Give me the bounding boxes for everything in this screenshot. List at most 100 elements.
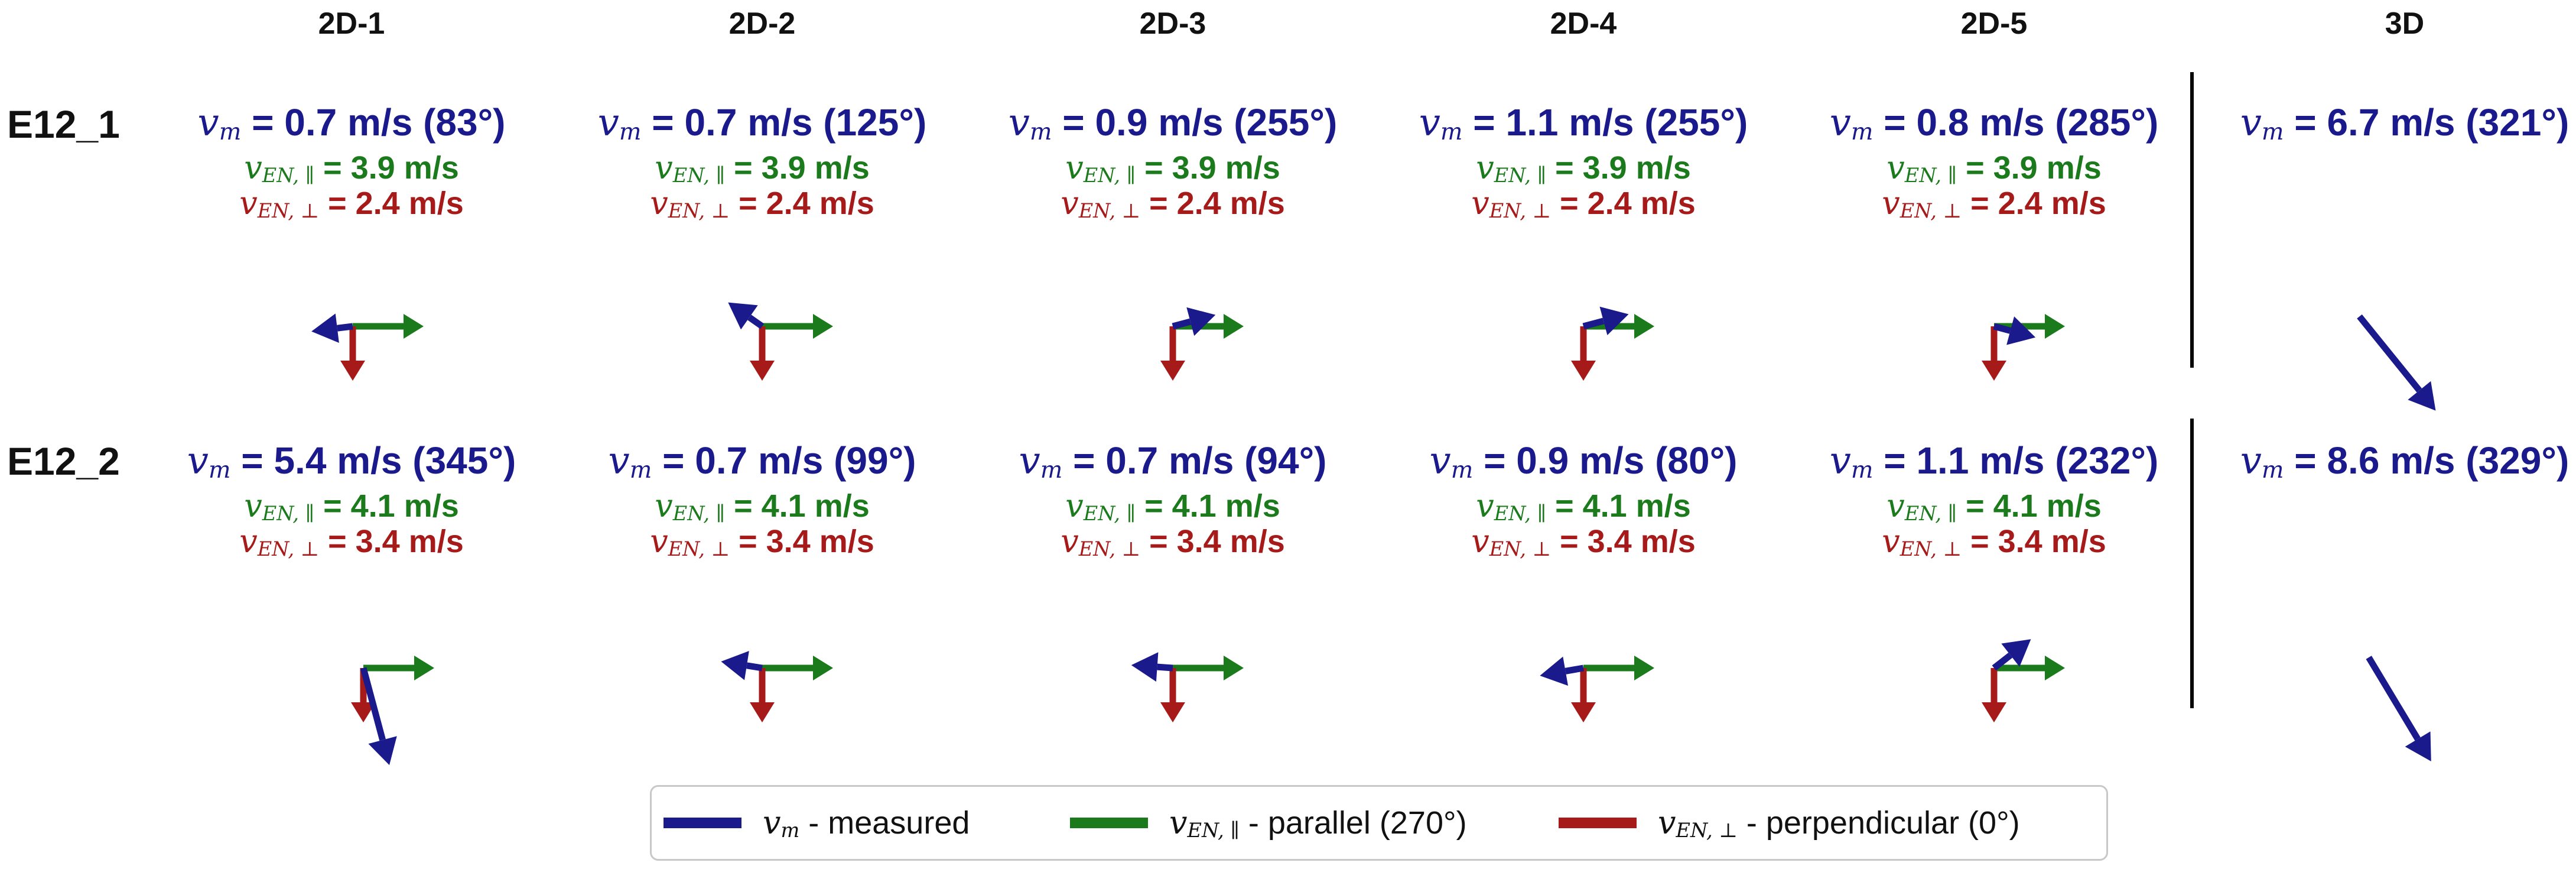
vector-glyph-r2-c1 <box>351 656 434 766</box>
vector-glyph-r2-c4-measured-arrow-head <box>1540 656 1569 686</box>
vector-glyph-r1-c2-perpendicular-arrow-head <box>750 361 775 381</box>
ven-perpendicular-label-r2-c2: vEN, ⊥ = 3.4 m/s <box>650 523 874 561</box>
vector-glyph-r1-c4 <box>1571 306 1654 381</box>
vector-glyph-r1-c5-parallel-arrow-head <box>2045 314 2065 339</box>
vector-glyph-r2-c1-parallel-arrow-head <box>414 656 434 680</box>
column-header-2d-4: 2D-4 <box>1550 7 1617 41</box>
vector-glyph-r2-c5-measured-arrow-head <box>2001 639 2031 667</box>
vector-glyph-r1-c2-parallel-arrow-head <box>813 314 833 339</box>
ven-perpendicular-label-r1-c5: vEN, ⊥ = 2.4 m/s <box>1882 184 2106 223</box>
legend-item-parallel: vEN, ∥ - parallel (270°) <box>1070 787 1467 859</box>
vm-label-r1-c4: vm = 1.1 m/s (255°) <box>1419 101 1748 146</box>
vector-glyph-r2-c1-measured-arrow <box>360 667 397 766</box>
legend-item-perpendicular: vEN, ⊥ - perpendicular (0°) <box>1559 787 2020 859</box>
vector-glyph-r1-c1-parallel-arrow <box>353 314 424 339</box>
vector-glyph-r1-c4-perpendicular-arrow <box>1571 326 1596 381</box>
vector-glyph-r1-c1-measured-arrow <box>311 313 353 343</box>
legend-item-measured: vm - measured <box>663 787 970 859</box>
vector-glyph-r2-c5-parallel-arrow <box>1994 656 2065 680</box>
vector-glyph-r2-3d-measured-arrow-head <box>2405 731 2431 761</box>
vm-label-r2-3d: vm = 8.6 m/s (329°) <box>2240 439 2570 484</box>
vector-glyph-r1-c1-perpendicular-arrow <box>340 326 365 381</box>
vector-glyph-r2-c3-parallel-arrow-head <box>1224 656 1244 680</box>
vector-glyph-r1-c1-perpendicular-arrow-head <box>340 361 365 381</box>
ven-perpendicular-label-r1-c1: vEN, ⊥ = 2.4 m/s <box>239 184 464 223</box>
legend-label-perpendicular: vEN, ⊥ - perpendicular (0°) <box>1658 803 2020 842</box>
vector-glyph-r1-c4-perpendicular-arrow-head <box>1571 361 1596 381</box>
vector-glyph-r2-c4-parallel-arrow-head <box>1634 656 1654 680</box>
vector-glyph-r1-c4-measured-arrow <box>1582 306 1629 336</box>
row-label-e12-2: E12_2 <box>7 439 120 483</box>
vm-label-r2-c5: vm = 1.1 m/s (232°) <box>1829 439 2159 484</box>
vector-glyph-r2-c4-measured-arrow-shaft <box>1565 664 1584 675</box>
vector-glyph-r1-c2-perpendicular-arrow <box>750 326 775 381</box>
vector-glyph-r2-c3-measured-arrow-shaft <box>1157 663 1173 672</box>
vector-glyph-r1-c4-parallel-arrow-head <box>1634 314 1654 339</box>
vm-label-r1-c1: vm = 0.7 m/s (83°) <box>197 101 506 146</box>
divider-line-row-2 <box>2190 419 2194 708</box>
ven-perpendicular-label-r1-c3: vEN, ⊥ = 2.4 m/s <box>1061 184 1285 223</box>
legend: vm - measured vEN, ∥ - parallel (270°) v… <box>650 785 2108 861</box>
row-label-e12-1: E12_1 <box>7 102 120 146</box>
vector-glyph-r1-c5-measured-arrow <box>1993 316 2036 345</box>
divider-line-row-1 <box>2190 72 2194 368</box>
vector-glyph-r2-c3 <box>1131 652 1244 722</box>
vector-glyph-r1-c2-measured-arrow <box>728 302 765 330</box>
ven-parallel-label-r2-c5: vEN, ∥ = 4.1 m/s <box>1887 487 2102 526</box>
vector-glyph-r2-c3-parallel-arrow <box>1173 656 1244 680</box>
vector-glyph-r1-c3-measured-arrow-head <box>1186 307 1216 336</box>
vector-glyph-r2-c3-perpendicular-arrow <box>1160 668 1185 722</box>
vector-glyph-r1-c5-measured-arrow-shaft <box>1993 323 2012 334</box>
ven-perpendicular-label-r2-c1: vEN, ⊥ = 3.4 m/s <box>239 523 464 561</box>
vector-glyph-r1-c4-measured-arrow-shaft <box>1582 317 1605 330</box>
vector-glyph-r2-c4-measured-arrow <box>1540 656 1584 686</box>
vm-label-r1-c2: vm = 0.7 m/s (125°) <box>597 101 927 146</box>
vector-glyph-r1-c3-measured-arrow <box>1172 307 1216 336</box>
vector-glyph-r1-c3-perpendicular-arrow <box>1160 326 1185 381</box>
vector-glyph-r1-c5-perpendicular-arrow <box>1982 326 2006 381</box>
vector-glyph-r2-c4-parallel-arrow <box>1583 656 1654 680</box>
vector-glyph-r2-c4-perpendicular-arrow-head <box>1571 702 1596 722</box>
vector-glyph-r2-c2-parallel-arrow <box>762 656 833 680</box>
ven-parallel-label-r1-c3: vEN, ∥ = 3.9 m/s <box>1065 149 1280 187</box>
vector-glyph-r2-c2 <box>721 651 833 722</box>
vector-glyph-r1-c1 <box>311 313 424 381</box>
ven-perpendicular-label-r1-c2: vEN, ⊥ = 2.4 m/s <box>650 184 874 223</box>
vector-glyph-r1-c3-parallel-arrow-head <box>1224 314 1244 339</box>
vector-glyph-r1-c2 <box>728 302 833 381</box>
vector-glyph-r1-c1-measured-arrow-shaft <box>337 323 353 332</box>
ven-parallel-label-r1-c2: vEN, ∥ = 3.9 m/s <box>655 149 870 187</box>
vector-glyph-r1-c1-measured-arrow-head <box>311 313 339 343</box>
vm-label-r2-c2: vm = 0.7 m/s (99°) <box>608 439 916 484</box>
vector-glyph-r2-c2-perpendicular-arrow-head <box>750 702 775 722</box>
ven-perpendicular-label-r2-c5: vEN, ⊥ = 3.4 m/s <box>1882 523 2106 561</box>
vector-glyph-r2-c2-measured-arrow-shaft <box>746 662 763 672</box>
ven-perpendicular-label-r2-c3: vEN, ⊥ = 3.4 m/s <box>1061 523 1285 561</box>
column-header-2d-2: 2D-2 <box>728 7 796 41</box>
vector-glyph-r2-c5 <box>1982 639 2065 722</box>
vector-glyph-r2-c5-measured-arrow-shaft <box>1992 652 2013 671</box>
column-header-2d-3: 2D-3 <box>1139 7 1206 41</box>
vector-glyph-r1-3d-measured-arrow-shaft <box>2357 314 2422 393</box>
vm-label-r2-c3: vm = 0.7 m/s (94°) <box>1019 439 1327 484</box>
ven-parallel-label-r2-c2: vEN, ∥ = 4.1 m/s <box>655 487 870 526</box>
vm-label-r1-c3: vm = 0.9 m/s (255°) <box>1008 101 1338 146</box>
vector-glyph-r1-3d <box>2357 314 2436 411</box>
ven-parallel-label-r1-c1: vEN, ∥ = 3.9 m/s <box>244 149 459 187</box>
vector-glyph-r2-c5-measured-arrow <box>1992 639 2031 671</box>
legend-label-parallel: vEN, ∥ - parallel (270°) <box>1169 803 1467 842</box>
vector-glyph-r2-c3-measured-arrow-head <box>1131 652 1159 682</box>
vector-glyph-r1-3d-measured-arrow-head <box>2408 381 2436 411</box>
vector-glyph-r1-c3-measured-arrow-shaft <box>1172 318 1192 330</box>
vector-glyph-r2-c4 <box>1540 656 1654 722</box>
ven-parallel-label-r1-c5: vEN, ∥ = 3.9 m/s <box>1887 149 2102 187</box>
column-header-2d-1: 2D-1 <box>318 7 385 41</box>
vector-glyph-r2-c4-perpendicular-arrow <box>1571 668 1596 722</box>
vector-glyph-r2-3d <box>2366 656 2431 761</box>
vector-glyph-r2-c2-measured-arrow-head <box>721 651 749 680</box>
column-header-2d-5: 2D-5 <box>1960 7 2028 41</box>
ven-perpendicular-label-r2-c4: vEN, ⊥ = 3.4 m/s <box>1471 523 1696 561</box>
legend-swatch-parallel <box>1070 818 1148 828</box>
vector-glyph-r2-c5-parallel-arrow-head <box>2045 656 2065 680</box>
ven-parallel-label-r1-c4: vEN, ∥ = 3.9 m/s <box>1476 149 1691 187</box>
